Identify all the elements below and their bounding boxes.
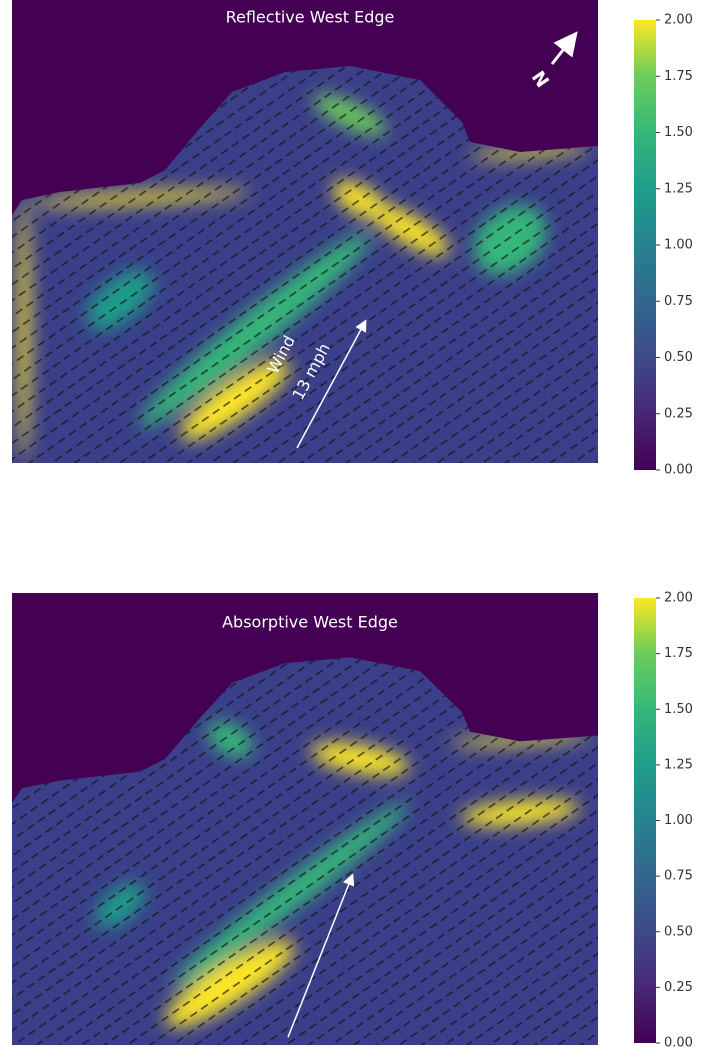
figure: Reflective West EdgeWind13 mphN0.000.250… <box>0 0 711 1051</box>
panel-title: Reflective West Edge <box>226 8 395 27</box>
colorbar-tick-label: 1.25 <box>664 181 693 196</box>
colorbar-tick-label: 1.25 <box>664 757 693 772</box>
panel-title: Absorptive West Edge <box>222 613 398 632</box>
colorbar-tick-label: 0.00 <box>664 1036 693 1051</box>
colorbar <box>634 20 656 470</box>
heatmap-panel: Absorptive West Edge 0.00 0.25 0.50 0.75 1.00… <box>12 591 693 1051</box>
colorbar-tick-label: 0.75 <box>664 294 693 309</box>
page: {"chart_data": [ {"type": "heatmap", "ti… <box>0 0 711 1051</box>
colorbar-tick-label: 2.00 <box>664 591 693 606</box>
colorbar <box>634 598 656 1043</box>
colorbar-tick-label: 1.75 <box>664 646 693 661</box>
colorbar-tick-label: 0.00 <box>664 463 693 478</box>
colorbar-tick-label: 0.50 <box>664 350 693 365</box>
colorbar-tick-label: 0.75 <box>664 869 693 884</box>
colorbar-tick-label: 2.00 <box>664 13 693 28</box>
colorbar-tick-label: 1.00 <box>664 238 693 253</box>
colorbar-tick-label: 0.25 <box>664 980 693 995</box>
colorbar-tick-label: 1.75 <box>664 69 693 84</box>
colorbar-tick-label: 1.50 <box>664 125 693 140</box>
colorbar-tick-label: 1.00 <box>664 813 693 828</box>
colorbar-tick-label: 1.50 <box>664 702 693 717</box>
colorbar-tick-label: 0.50 <box>664 924 693 939</box>
colorbar-tick-label: 0.25 <box>664 406 693 421</box>
